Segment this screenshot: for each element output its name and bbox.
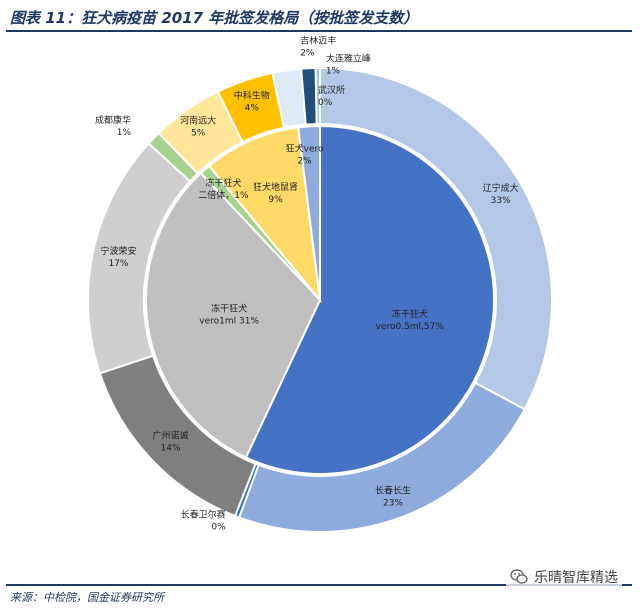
inner-slice-3-label: 狂犬地鼠肾 9% — [253, 181, 298, 205]
inner-slice-3 — [207, 126, 322, 304]
outer-slice-7-label: 中科生物 4% — [234, 89, 270, 113]
slice-labels: 辽宁成大 33% 长春长生 23% 长春卫尔赛 0% 广州诺诚 14% 宁波荣安 17% 成都康华 1… — [95, 36, 519, 532]
outer-slice-3-label: 广州诺诚 14% — [153, 430, 189, 454]
inner-ring — [145, 124, 495, 475]
figure-title: 图表 11：狂犬病疫苗 2017 年批签发格局（按批签发支数） — [10, 9, 419, 27]
inner-slice-4-label: 狂犬vero 2% — [286, 142, 324, 166]
figure-title-bar: 图表 11：狂犬病疫苗 2017 年批签发格局（按批签发支数） — [6, 2, 632, 32]
pie-chart: 辽宁成大 33% 长春长生 23% 长春卫尔赛 0% 广州诺诚 14% 宁波荣安 17% 成都康华 1… — [87, 36, 553, 533]
outer-slice-6-label: 河南远大 5% — [180, 114, 216, 138]
wechat-icon — [510, 569, 528, 584]
outer-slice-10-label: 武汉所 0% — [318, 84, 345, 108]
outer-slice-2-label: 长春卫尔赛 0% — [181, 508, 226, 532]
inner-slice-0-label: 冻干狂犬 vero0.5ml,57% — [376, 308, 445, 332]
inner-slice-2-label: 冻干狂犬二倍体，1% — [198, 177, 249, 201]
outer-slice-0 — [319, 66, 553, 411]
outer-slice-1-label: 长春长生 23% — [375, 485, 411, 509]
outer-ring — [87, 66, 553, 533]
outer-slice-5-label: 成都康华 1% — [95, 114, 131, 138]
inner-slice-4 — [297, 124, 321, 301]
watermark-text: 乐晴智库精选 — [534, 570, 618, 586]
outer-slice-4-label: 宁波荣安 17% — [100, 245, 136, 269]
inner-slice-1 — [145, 171, 322, 459]
outer-slice-9-label: 大连雅立峰 1% — [326, 52, 371, 76]
outer-slice-10 — [314, 66, 321, 126]
watermark: 乐晴智库精选 — [506, 566, 622, 588]
outer-slice-0-label: 辽宁成大 33% — [483, 182, 519, 206]
inner-slice-1-label: 冻干狂犬 vero1ml 31% — [199, 302, 259, 326]
inner-slice-0 — [244, 124, 495, 475]
source-note: 来源：中检院，国金证券研究所 — [10, 591, 164, 604]
outer-slice-8-label: 吉林迈丰 2% — [300, 36, 336, 59]
source-bar: 来源：中检院，国金证券研究所 — [6, 584, 632, 608]
